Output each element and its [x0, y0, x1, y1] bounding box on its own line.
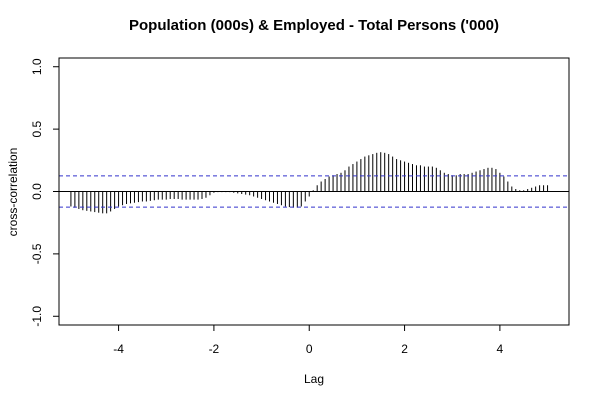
x-tick-label: 4 [497, 342, 504, 356]
x-axis-label: Lag [304, 372, 324, 386]
chart-title: Population (000s) & Employed - Total Per… [129, 17, 499, 34]
y-axis: -1.0 -0.5 0.0 0.5 1.0 [30, 58, 60, 327]
y-tick-label: 1.0 [30, 58, 44, 75]
y-axis-label: cross-correlation [6, 148, 20, 237]
x-tick-label: -4 [113, 342, 124, 356]
y-tick-label: 0.0 [30, 183, 44, 200]
x-axis: -4 -2 0 2 4 [113, 324, 504, 356]
y-tick-label: 0.5 [30, 120, 44, 137]
x-tick-label: 0 [306, 342, 313, 356]
y-tick-label: -1.0 [30, 306, 44, 327]
bars-group [70, 152, 549, 214]
x-tick-label: 2 [401, 342, 408, 356]
x-tick-label: -2 [209, 342, 220, 356]
y-tick-label: -0.5 [30, 243, 44, 264]
